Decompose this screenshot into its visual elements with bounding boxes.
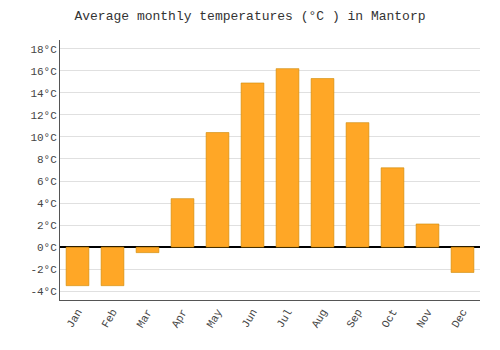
svg-text:Oct: Oct	[380, 307, 400, 330]
svg-text:4°C: 4°C	[37, 198, 57, 210]
svg-text:May: May	[205, 307, 225, 330]
svg-text:18°C: 18°C	[30, 44, 57, 56]
svg-text:Jan: Jan	[65, 307, 85, 330]
svg-text:Feb: Feb	[100, 307, 120, 330]
svg-text:-2°C: -2°C	[30, 264, 57, 276]
svg-text:10°C: 10°C	[30, 132, 57, 144]
svg-text:Nov: Nov	[415, 307, 435, 330]
svg-text:Jun: Jun	[240, 307, 260, 330]
svg-text:-4°C: -4°C	[30, 286, 57, 298]
svg-text:12°C: 12°C	[30, 110, 57, 122]
svg-text:Sep: Sep	[345, 307, 365, 330]
svg-text:Mar: Mar	[135, 307, 155, 330]
svg-text:2°C: 2°C	[37, 220, 57, 232]
svg-text:6°C: 6°C	[37, 176, 57, 188]
svg-text:Apr: Apr	[170, 307, 190, 330]
svg-text:14°C: 14°C	[30, 88, 57, 100]
svg-text:Aug: Aug	[310, 307, 330, 330]
svg-text:Jul: Jul	[275, 307, 295, 330]
svg-text:8°C: 8°C	[37, 154, 57, 166]
svg-text:16°C: 16°C	[30, 66, 57, 78]
svg-text:Dec: Dec	[450, 307, 470, 330]
svg-text:0°C: 0°C	[37, 242, 57, 254]
svg-text:Average monthly temperatures (: Average monthly temperatures (°C ) in Ma…	[74, 9, 425, 24]
